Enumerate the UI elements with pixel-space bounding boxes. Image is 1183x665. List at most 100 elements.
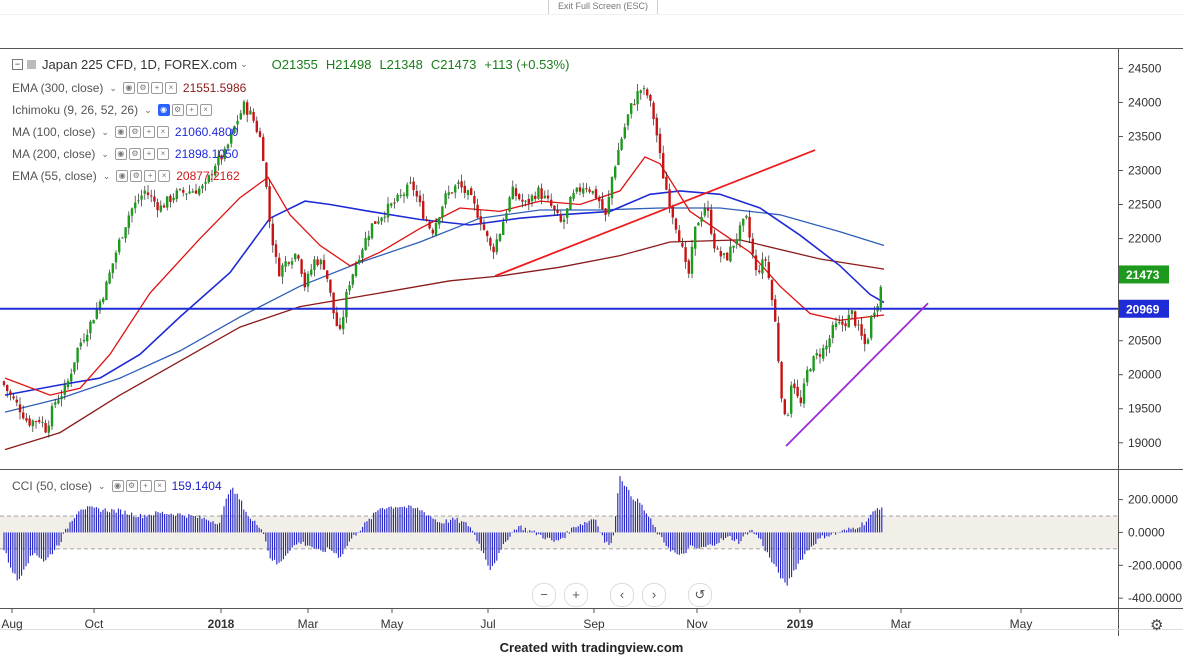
chevron-down-icon[interactable]: ⌄ [101, 126, 109, 137]
settings-icon[interactable]: ⚙ [136, 82, 149, 94]
scroll-left-button[interactable]: ‹ [610, 583, 634, 607]
last-price-label: 21473 [1126, 268, 1160, 282]
close-icon[interactable]: × [199, 104, 212, 116]
price-tick-label: 20000 [1128, 368, 1162, 382]
eye-icon[interactable]: ◉ [122, 82, 135, 94]
eye-icon[interactable]: ◉ [116, 170, 129, 182]
close-icon[interactable]: × [156, 148, 169, 160]
close-icon[interactable]: × [158, 170, 171, 182]
candle-body [450, 192, 454, 194]
scroll-right-button[interactable]: › [642, 583, 666, 607]
more-icon[interactable]: + [139, 480, 152, 492]
close-icon[interactable]: × [153, 480, 166, 492]
zoom-out-button[interactable]: − [532, 583, 556, 607]
indicator-name[interactable]: EMA (300, close) [12, 81, 104, 95]
candle-body [492, 246, 495, 253]
chevron-down-icon[interactable]: ⌄ [101, 148, 109, 159]
chevron-down-icon[interactable]: ⌄ [98, 480, 106, 491]
candle-body [249, 110, 252, 115]
candle-body [236, 120, 239, 125]
settings-icon[interactable]: ⚙ [130, 170, 143, 182]
candle-body [438, 217, 441, 225]
candle-body [111, 263, 114, 273]
indicator-name[interactable]: MA (100, close) [12, 125, 96, 139]
candle-body [486, 231, 489, 237]
candle-body [425, 219, 428, 221]
chevron-down-icon[interactable]: ⌄ [240, 58, 248, 69]
cci-name[interactable]: CCI (50, close) [12, 479, 93, 493]
indicator-name[interactable]: MA (200, close) [12, 147, 96, 161]
gear-icon[interactable]: ⚙ [1150, 617, 1164, 634]
cci-band [0, 516, 1118, 549]
candle-body [726, 252, 729, 261]
candle-body [162, 205, 166, 208]
candle-body [374, 221, 377, 224]
ohlc-readout: O21355 H21498 L21348 C21473 +113 (+0.53%) [272, 57, 578, 72]
candle-body [402, 194, 406, 196]
eye-icon[interactable]: ◉ [157, 104, 170, 116]
chevron-down-icon[interactable]: ⌄ [109, 82, 117, 93]
ma200-line [4, 207, 885, 413]
indicator-controls[interactable]: ◉ ⚙ + × [116, 170, 171, 182]
candle-body [178, 188, 182, 191]
candle-body [92, 320, 95, 324]
candle-body [422, 201, 425, 219]
more-icon[interactable]: + [185, 104, 198, 116]
settings-icon[interactable]: ⚙ [171, 104, 184, 116]
eye-icon[interactable]: ◉ [111, 480, 124, 492]
candle-body [70, 373, 73, 382]
cci-tick-label: -400.0000 [1128, 591, 1182, 605]
cci-controls[interactable]: ◉ ⚙ + × [111, 480, 166, 492]
indicator-controls[interactable]: ◉ ⚙ + × [114, 126, 169, 138]
close-icon[interactable]: × [156, 126, 169, 138]
symbol-label[interactable]: Japan 225 CFD, 1D, FOREX.com [42, 56, 238, 72]
indicator-controls[interactable]: ◉ ⚙ + × [157, 104, 212, 116]
candle-body [770, 280, 774, 301]
candle-body [559, 213, 562, 222]
eye-icon[interactable]: ◉ [114, 148, 127, 160]
collapse-icon[interactable]: − [12, 58, 23, 70]
candle-body [172, 197, 175, 201]
eye-icon[interactable]: ◉ [114, 126, 127, 138]
settings-icon[interactable]: ⚙ [128, 148, 141, 160]
time-tick-label: Mar [891, 617, 912, 631]
candle-body [246, 102, 249, 115]
more-icon[interactable]: + [150, 82, 163, 94]
candle-body [786, 415, 790, 417]
candle-body [345, 291, 348, 318]
chevron-down-icon[interactable]: ⌄ [102, 170, 111, 181]
candle-body [690, 246, 694, 274]
candle-body [89, 321, 92, 334]
candle-body [153, 196, 156, 202]
candle-body [585, 188, 588, 190]
indicator-controls[interactable]: ◉ ⚙ + × [114, 148, 169, 160]
zoom-in-button[interactable]: + [564, 583, 588, 607]
candle-body [863, 334, 866, 345]
candle-body [428, 221, 431, 229]
candle-body [230, 132, 233, 144]
more-icon[interactable]: + [142, 148, 155, 160]
candle-body [124, 227, 127, 239]
candle-body [665, 176, 668, 190]
close-icon[interactable]: × [164, 82, 177, 94]
candle-body [358, 259, 361, 263]
candle-body [390, 203, 393, 206]
candle-body [258, 131, 262, 137]
candle-body [822, 348, 825, 359]
more-icon[interactable]: + [142, 126, 155, 138]
reset-chart-button[interactable]: ↺ [688, 583, 712, 607]
candle-body [790, 385, 793, 414]
candle-body [722, 253, 726, 256]
settings-icon[interactable]: ⚙ [128, 126, 141, 138]
candle-body [348, 285, 351, 291]
indicator-name[interactable]: Ichimoku (9, 26, 52, 26) [12, 103, 139, 117]
candle-body [588, 189, 591, 192]
chevron-down-icon[interactable]: ⌄ [144, 104, 152, 115]
indicator-controls[interactable]: ◉ ⚙ + × [122, 82, 177, 94]
candle-body [118, 239, 121, 253]
settings-icon[interactable]: ⚙ [125, 480, 138, 492]
candle-body [457, 182, 460, 185]
more-icon[interactable]: + [144, 170, 157, 182]
indicator-name[interactable]: EMA (55, close) [12, 169, 97, 183]
